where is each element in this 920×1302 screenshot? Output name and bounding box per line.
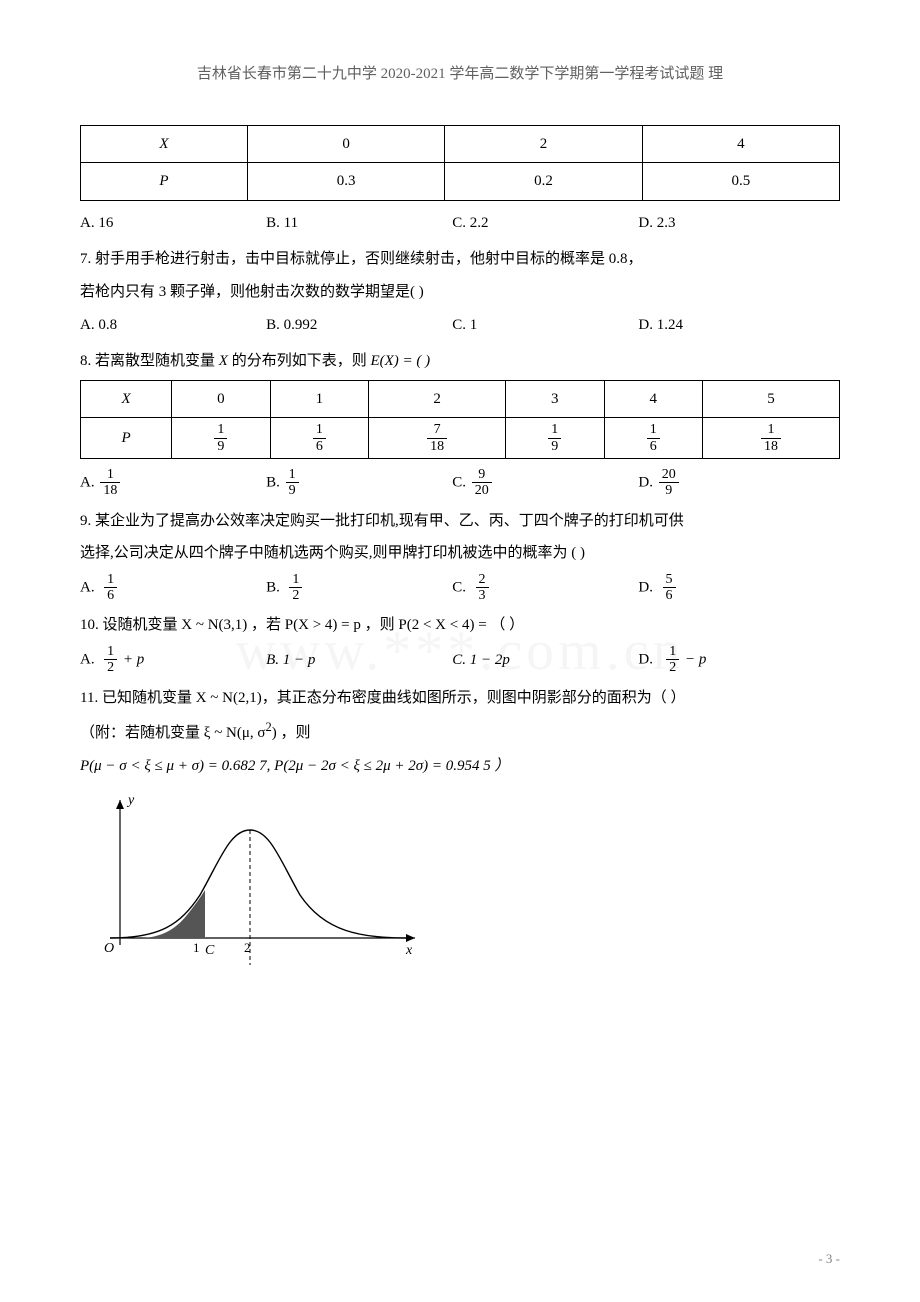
q6-x0: 0 [247,125,444,163]
q8-var-p: P [121,430,130,446]
q9-opt-d: D. 56 [638,572,820,604]
x-label: x [405,943,413,958]
q7-line1: 7. 射手用手枪进行射击，击中目标就停止，否则继续射击，他射中目标的概率是 0.… [80,245,840,274]
tick-o: O [104,941,114,956]
q7-opt-b: B. 0.992 [266,311,448,340]
q6-var-x: X [159,136,168,152]
q8-mid: 的分布列如下表，则 [228,353,371,369]
q8-var-x-inline: X [219,353,228,369]
q8-p5: 118 [703,418,840,459]
q8-p4: 16 [604,418,703,459]
q7-line2: 若枪内只有 3 颗子弹，则他射击次数的数学期望是( ) [80,278,840,307]
q8-x5: 5 [703,380,840,418]
q11-line1: 11. 已知随机变量 X ~ N(2,1)，其正态分布密度曲线如图所示，则图中阴… [80,684,840,713]
normal-curve-svg: y x O 1 C 2 [80,790,420,980]
q6-opt-c: C. 2.2 [452,209,634,238]
q10-text: 10. 设随机变量 X ~ N(3,1) ，若 P(X > 4) = p ，则 … [80,611,840,640]
q11-line3: P(μ − σ < ξ ≤ μ + σ) = 0.682 7, P(2μ − 2… [80,752,840,781]
q8-x3: 3 [506,380,605,418]
q6-var-p: P [159,173,168,189]
q10-opt-a: A. 12 + p [80,644,262,676]
q8-options: A. 118 B. 19 C. 920 D. 209 [80,467,840,499]
q9-line2: 选择,公司决定从四个牌子中随机选两个购买,则甲牌打印机被选中的概率为 ( ) [80,539,840,568]
shaded-region [140,890,205,938]
q7-opt-c: C. 1 [452,311,634,340]
q7-opt-d: D. 1.24 [638,311,820,340]
q8-opt-b: B. 19 [266,467,448,499]
q6-p2: 0.5 [642,163,839,201]
q8-text: 8. 若离散型随机变量 X 的分布列如下表，则 E(X) = ( ) [80,347,840,376]
q6-table: X 0 2 4 P 0.3 0.2 0.5 [80,125,840,201]
q9-opt-a: A. 16 [80,572,262,604]
q8-x2: 2 [369,380,506,418]
q8-x4: 4 [604,380,703,418]
page-header: 吉林省长春市第二十九中学 2020-2021 学年高二数学下学期第一学程考试试题… [80,60,840,89]
q8-p2: 718 [369,418,506,459]
q9-options: A. 16 B. 12 C. 23 D. 56 [80,572,840,604]
q10-opt-c: C. 1 − 2p [452,646,634,675]
q8-x1: 1 [270,380,369,418]
q8-p3: 19 [506,418,605,459]
q6-p0: 0.3 [247,163,444,201]
q10-options: A. 12 + p B. 1 − p C. 1 − 2p D. 12 − p [80,644,840,676]
q8-opt-d: D. 209 [638,467,820,499]
q11-line2: （附：若随机变量 ξ ~ N(μ, σ2) ，则 [80,716,840,748]
tick-2: 2 [244,940,251,955]
y-axis-arrow [116,800,124,809]
q9-line1: 9. 某企业为了提高办公效率决定购买一批打印机,现有甲、乙、丙、丁四个牌子的打印… [80,507,840,536]
q8-opt-a: A. 118 [80,467,262,499]
tick-1: 1 [193,940,200,955]
q6-opt-b: B. 11 [266,209,448,238]
q8-x0: 0 [172,380,271,418]
q8-p0: 19 [172,418,271,459]
q11-figure: y x O 1 C 2 [80,790,840,991]
q6-opt-d: D. 2.3 [638,209,820,238]
tick-c: C [205,943,215,958]
page-number: - 3 - [818,1247,840,1272]
q8-opt-c: C. 920 [452,467,634,499]
q6-options: A. 16 B. 11 C. 2.2 D. 2.3 [80,209,840,238]
q8-ex: E(X) = ( ) [370,353,430,369]
q6-p1: 0.2 [445,163,642,201]
q9-opt-b: B. 12 [266,572,448,604]
q6-x1: 2 [445,125,642,163]
bell-curve [110,830,410,938]
q6-opt-a: A. 16 [80,209,262,238]
q8-prefix: 8. 若离散型随机变量 [80,353,219,369]
q8-var-x: X [121,391,130,407]
q9-opt-c: C. 23 [452,572,634,604]
q7-options: A. 0.8 B. 0.992 C. 1 D. 1.24 [80,310,840,339]
q8-table: X 0 1 2 3 4 5 P 19 16 718 19 16 118 [80,380,840,459]
q6-x2: 4 [642,125,839,163]
y-label: y [126,793,135,808]
q10-opt-d: D. 12 − p [638,644,820,676]
q7-opt-a: A. 0.8 [80,311,262,340]
q8-p1: 16 [270,418,369,459]
q10-opt-b: B. 1 − p [266,646,448,675]
